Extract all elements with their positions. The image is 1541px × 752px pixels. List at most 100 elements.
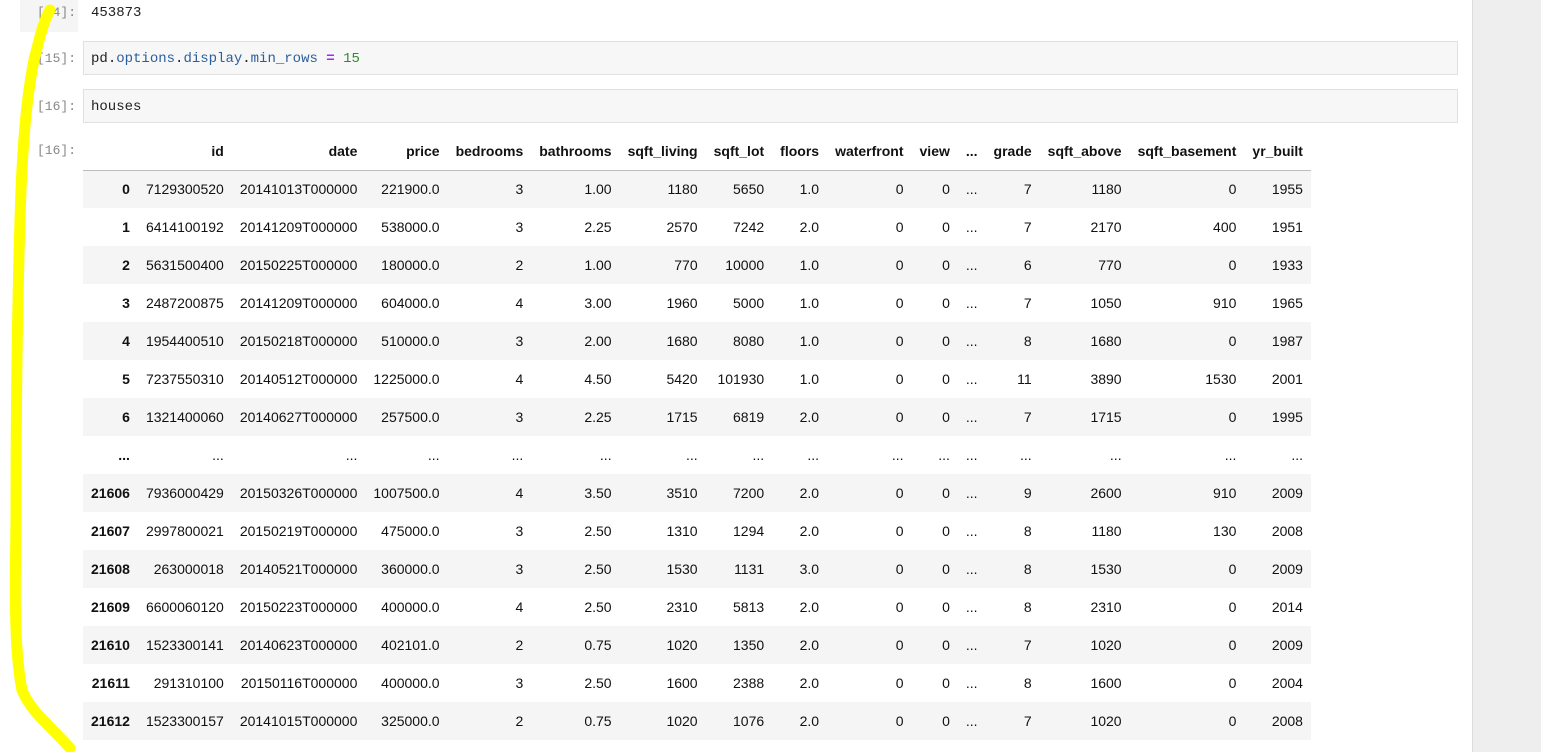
table-cell: 2009	[1271, 485, 1303, 501]
table-cell: 20150326T000000	[239, 485, 358, 501]
table-cell: 2.00	[584, 333, 612, 349]
table-row: 4 1954400510 20150218T000000 510000.0 3 2.00 1…	[83, 322, 1311, 360]
table-cell: 1.00	[584, 181, 612, 198]
code-editor-16[interactable]: houses	[83, 89, 1458, 123]
row-index-cell: ...	[118, 447, 130, 463]
table-row: 2 5631500400 20150225T000000 180000.0 2 1.00 7…	[83, 246, 1311, 284]
table-cell: 0	[1228, 181, 1237, 198]
table-cell: 8	[1023, 561, 1032, 577]
input-cell-15[interactable]: [15]: pd.options.display.min_rows = 15	[0, 41, 1473, 77]
table-cell: 0	[942, 333, 950, 349]
table-cell: 1020	[666, 713, 698, 729]
table-cell: 0	[1228, 333, 1237, 349]
column-header-cell: view	[911, 132, 958, 171]
table-cell: ...	[965, 333, 978, 349]
table-cell: 1960	[666, 295, 698, 311]
table-cell: 3890	[1090, 371, 1122, 387]
output-prompt-14: [14]:	[36, 5, 76, 20]
table-cell: 20150223T000000	[239, 599, 358, 615]
table-cell: ...	[965, 219, 978, 235]
table-cell: 0	[942, 409, 950, 425]
table-cell: 1007500.0	[373, 485, 440, 501]
table-cell: 1530	[1090, 561, 1122, 577]
table-row: 21610 1523300141 20140623T000000 402101.0 2 0…	[83, 626, 1311, 664]
input-prompt-16: [16]:	[36, 99, 76, 114]
table-cell: 1954400510	[145, 333, 224, 349]
table-cell: 1225000.0	[373, 371, 440, 387]
table-cell: 1523300157	[145, 713, 224, 729]
table-cell: 1951	[1271, 219, 1303, 235]
table-cell: 1.00	[584, 257, 612, 273]
table-cell: 2.25	[584, 219, 612, 235]
table-cell: 2	[515, 257, 524, 273]
row-index-cell: 21612	[91, 713, 130, 729]
table-cell: 0	[942, 561, 950, 577]
table-cell: 0	[942, 675, 950, 691]
table-cell: 0	[895, 599, 904, 615]
table-cell: ...	[965, 523, 978, 539]
table-cell: 8	[1023, 523, 1032, 539]
table-cell: ...	[965, 599, 978, 615]
table-cell: 11	[1017, 371, 1032, 387]
table-cell: ...	[599, 447, 612, 463]
dataframe-output: id date price bedrooms bathrooms sqft_living s…	[83, 132, 1458, 752]
code-token-options: options	[116, 51, 176, 67]
table-cell: 3.0	[799, 561, 820, 577]
table-cell: 3	[515, 219, 524, 235]
table-cell: 0	[1228, 713, 1237, 729]
table-cell: 0	[1228, 637, 1237, 653]
table-cell: ...	[965, 181, 978, 198]
table-cell: 1020	[1090, 637, 1122, 653]
table-cell: 1.0	[799, 371, 820, 387]
column-header-cell: id	[137, 132, 232, 171]
table-cell: 1.0	[799, 295, 820, 311]
table-cell: 1294	[733, 523, 765, 539]
row-index-cell: 21610	[91, 637, 130, 653]
input-cell-16[interactable]: [16]: houses	[0, 89, 1473, 125]
table-cell: 5631500400	[145, 257, 224, 273]
output-text-14: 453873	[91, 5, 142, 21]
table-cell: 770	[674, 257, 698, 273]
table-row: 21612 1523300157 20141015T000000 325000.0 2 0…	[83, 702, 1311, 740]
table-cell: 20140627T000000	[239, 409, 358, 425]
table-cell: 3	[515, 561, 524, 577]
table-cell: 4	[515, 371, 524, 387]
table-cell: 1020	[666, 637, 698, 653]
table-cell: 0	[1228, 409, 1237, 425]
table-cell: 0	[895, 219, 904, 235]
table-row: 6 1321400060 20140627T000000 257500.0 3 2.25 1…	[83, 398, 1311, 436]
panel-divider	[1472, 0, 1473, 752]
code-editor-15[interactable]: pd.options.display.min_rows = 15	[83, 41, 1458, 75]
column-header-cell: sqft_lot	[705, 132, 773, 171]
table-cell: ...	[427, 447, 440, 463]
table-cell: 1.0	[799, 181, 820, 198]
table-cell: 0	[942, 713, 950, 729]
table-cell: 1.0	[799, 333, 820, 349]
table-cell: 0	[942, 371, 950, 387]
table-cell: 2.0	[799, 219, 820, 235]
table-cell: 2.0	[799, 523, 820, 539]
table-cell: 20141015T000000	[239, 713, 358, 729]
table-cell: 5813	[733, 599, 765, 615]
code-token-display: display	[183, 51, 243, 67]
table-cell: 1321400060	[145, 409, 224, 425]
table-cell: 1965	[1271, 295, 1303, 311]
table-cell: 20140521T000000	[239, 561, 358, 577]
table-cell: ...	[965, 485, 978, 501]
notebook-panel: [14]: 453873 [15]: pd.options.display.mi…	[0, 0, 1473, 752]
table-cell: 3	[515, 181, 524, 198]
table-cell: ...	[965, 295, 978, 311]
table-cell: 538000.0	[381, 219, 440, 235]
table-cell: 0.75	[584, 637, 612, 653]
table-cell: 770	[1098, 257, 1122, 273]
table-cell: 1180	[1091, 523, 1122, 539]
table-cell: ...	[685, 447, 698, 463]
table-cell: ...	[345, 447, 358, 463]
table-cell: 2.0	[799, 599, 820, 615]
table-cell: 3	[515, 409, 524, 425]
table-row: 1 6414100192 20141209T000000 538000.0 3 2.25 2…	[83, 208, 1311, 246]
table-cell: ...	[752, 447, 765, 463]
table-cell: 4	[515, 295, 524, 311]
table-row: ........................................…	[83, 436, 1311, 474]
table-row: 21608 263000018 20140521T000000 360000.0 3 2.…	[83, 550, 1311, 588]
